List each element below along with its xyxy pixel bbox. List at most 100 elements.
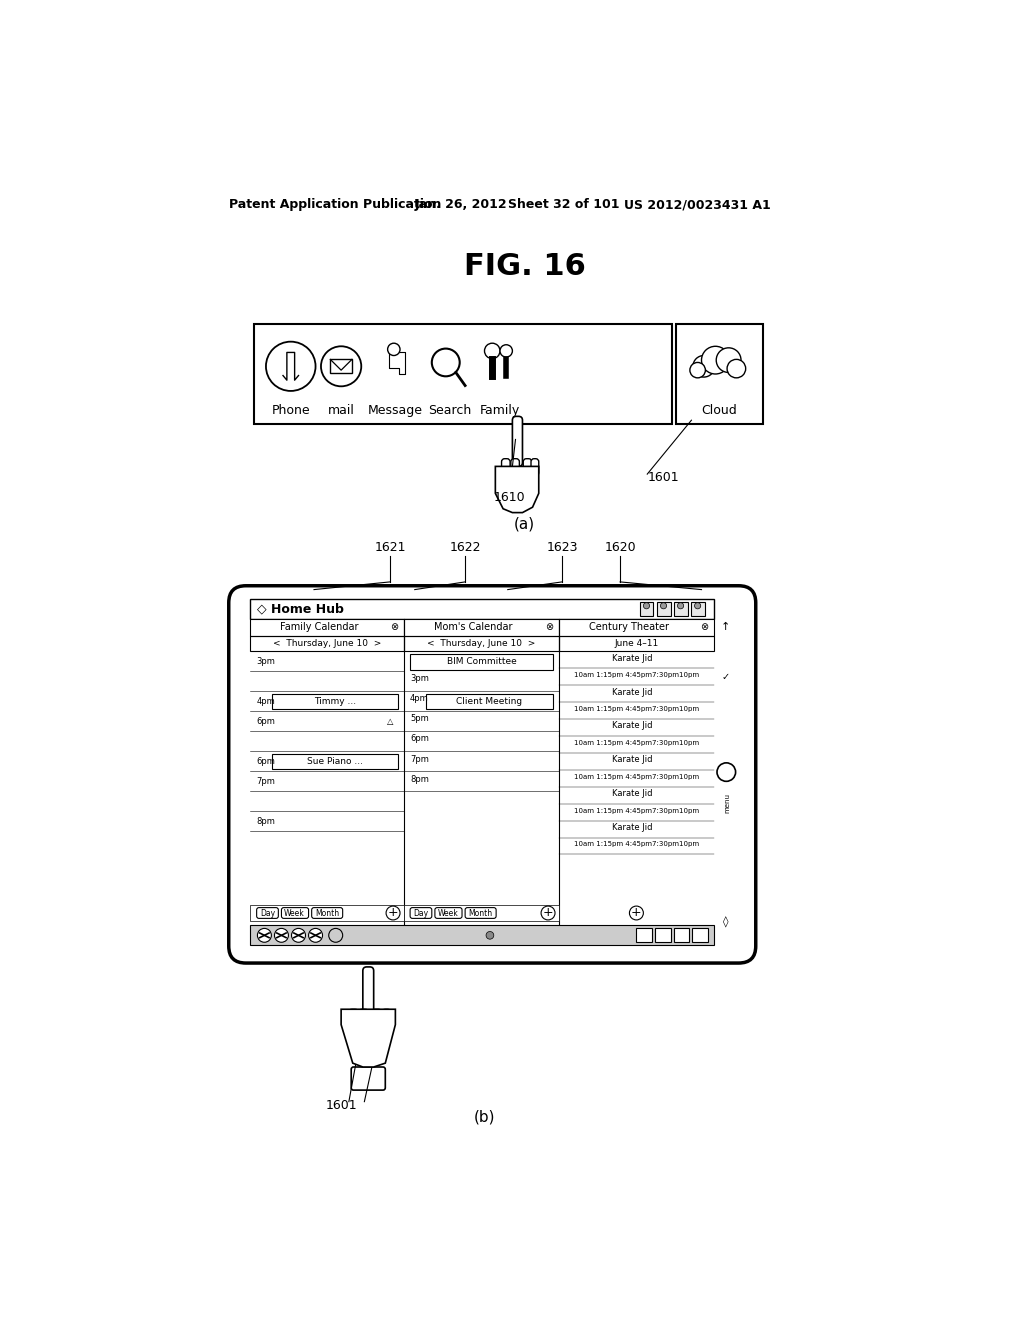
Text: △: △	[387, 717, 393, 726]
Bar	[636, 928, 652, 942]
Bar	[674, 602, 687, 615]
Text: Jan. 26, 2012: Jan. 26, 2012	[415, 198, 507, 211]
Text: Patent Application Publication: Patent Application Publication	[228, 198, 441, 211]
FancyBboxPatch shape	[523, 459, 531, 482]
Text: Client Meeting: Client Meeting	[456, 697, 522, 706]
Text: +: +	[543, 907, 553, 920]
Text: menu: menu	[725, 793, 731, 813]
Text: June 4–11: June 4–11	[614, 639, 658, 648]
Text: Mom's Calendar: Mom's Calendar	[434, 622, 513, 632]
Text: 5pm: 5pm	[410, 714, 429, 723]
Bar	[251, 619, 403, 636]
Text: Month: Month	[315, 908, 339, 917]
Text: 6pm: 6pm	[410, 734, 429, 743]
Text: 8pm: 8pm	[410, 775, 429, 784]
FancyBboxPatch shape	[531, 459, 539, 475]
FancyBboxPatch shape	[465, 908, 496, 919]
Text: 1610: 1610	[494, 491, 525, 504]
Circle shape	[694, 603, 700, 609]
FancyBboxPatch shape	[359, 1010, 369, 1039]
Text: Karate Jid: Karate Jid	[612, 824, 652, 832]
Bar	[403, 906, 559, 921]
Text: Day: Day	[260, 908, 275, 917]
FancyBboxPatch shape	[372, 1010, 381, 1036]
Bar	[254, 323, 672, 424]
Polygon shape	[341, 1010, 395, 1067]
FancyBboxPatch shape	[512, 416, 522, 466]
Text: ◊: ◊	[723, 916, 728, 928]
Bar	[676, 323, 763, 424]
Bar	[251, 906, 403, 921]
Text: 1620: 1620	[604, 541, 636, 554]
Bar	[426, 693, 553, 709]
FancyBboxPatch shape	[382, 1010, 391, 1031]
Circle shape	[660, 603, 667, 609]
Text: 10am 1:15pm 4:45pm7:30pm10pm: 10am 1:15pm 4:45pm7:30pm10pm	[573, 672, 699, 678]
Bar	[403, 619, 559, 636]
Bar	[640, 602, 653, 615]
Text: Cloud: Cloud	[701, 404, 737, 417]
Text: Family: Family	[480, 404, 520, 417]
Text: ⊗: ⊗	[390, 622, 398, 632]
Text: Month: Month	[469, 908, 493, 917]
Circle shape	[484, 343, 500, 359]
Text: <  Thursday, June 10  >: < Thursday, June 10 >	[273, 639, 381, 648]
Circle shape	[727, 359, 745, 378]
FancyBboxPatch shape	[435, 908, 462, 919]
FancyBboxPatch shape	[362, 966, 374, 1014]
Text: Family Calendar: Family Calendar	[281, 622, 358, 632]
Text: 1601: 1601	[326, 1100, 357, 1111]
Bar	[655, 928, 671, 942]
Text: Message: Message	[368, 404, 423, 417]
Text: +: +	[388, 907, 398, 920]
Bar	[272, 693, 397, 709]
Text: Karate Jid: Karate Jid	[612, 789, 652, 799]
Text: ↑: ↑	[721, 622, 730, 632]
FancyBboxPatch shape	[257, 908, 279, 919]
Text: Search: Search	[428, 404, 471, 417]
Text: FIG. 16: FIG. 16	[464, 252, 586, 281]
Bar	[251, 636, 403, 651]
Bar	[410, 653, 553, 671]
Text: 10am 1:15pm 4:45pm7:30pm10pm: 10am 1:15pm 4:45pm7:30pm10pm	[573, 774, 699, 780]
Text: 7pm: 7pm	[410, 755, 429, 763]
Bar	[559, 636, 714, 651]
Text: Week: Week	[285, 908, 305, 917]
Bar	[674, 928, 689, 942]
Text: 4pm: 4pm	[410, 694, 429, 704]
Circle shape	[292, 928, 305, 942]
Text: 8pm: 8pm	[257, 817, 275, 826]
Text: (a): (a)	[514, 516, 536, 532]
FancyBboxPatch shape	[311, 908, 343, 919]
Text: 7pm: 7pm	[257, 777, 275, 785]
Text: Day: Day	[414, 908, 428, 917]
FancyBboxPatch shape	[282, 908, 308, 919]
Circle shape	[716, 348, 741, 372]
FancyBboxPatch shape	[502, 459, 510, 482]
Text: 3pm: 3pm	[257, 657, 275, 665]
Circle shape	[690, 363, 706, 378]
FancyBboxPatch shape	[349, 1010, 358, 1032]
FancyBboxPatch shape	[410, 908, 432, 919]
Bar	[403, 636, 559, 651]
Bar	[251, 599, 714, 619]
Text: 6pm: 6pm	[257, 717, 275, 726]
Bar	[690, 602, 705, 615]
Circle shape	[308, 928, 323, 942]
Text: 6pm: 6pm	[257, 756, 275, 766]
Text: 1601: 1601	[647, 471, 679, 484]
Text: Timmy ...: Timmy ...	[314, 697, 356, 706]
Circle shape	[274, 928, 289, 942]
Text: 4pm: 4pm	[257, 697, 275, 706]
Text: ⊗: ⊗	[546, 622, 554, 632]
Text: 10am 1:15pm 4:45pm7:30pm10pm: 10am 1:15pm 4:45pm7:30pm10pm	[573, 706, 699, 711]
Text: ◇ Home Hub: ◇ Home Hub	[257, 602, 344, 615]
Text: 1623: 1623	[546, 541, 578, 554]
Text: 1622: 1622	[450, 541, 481, 554]
Bar	[272, 754, 397, 770]
Circle shape	[388, 343, 400, 355]
Bar	[251, 925, 714, 945]
Circle shape	[643, 603, 649, 609]
Circle shape	[486, 932, 494, 940]
Circle shape	[257, 928, 271, 942]
